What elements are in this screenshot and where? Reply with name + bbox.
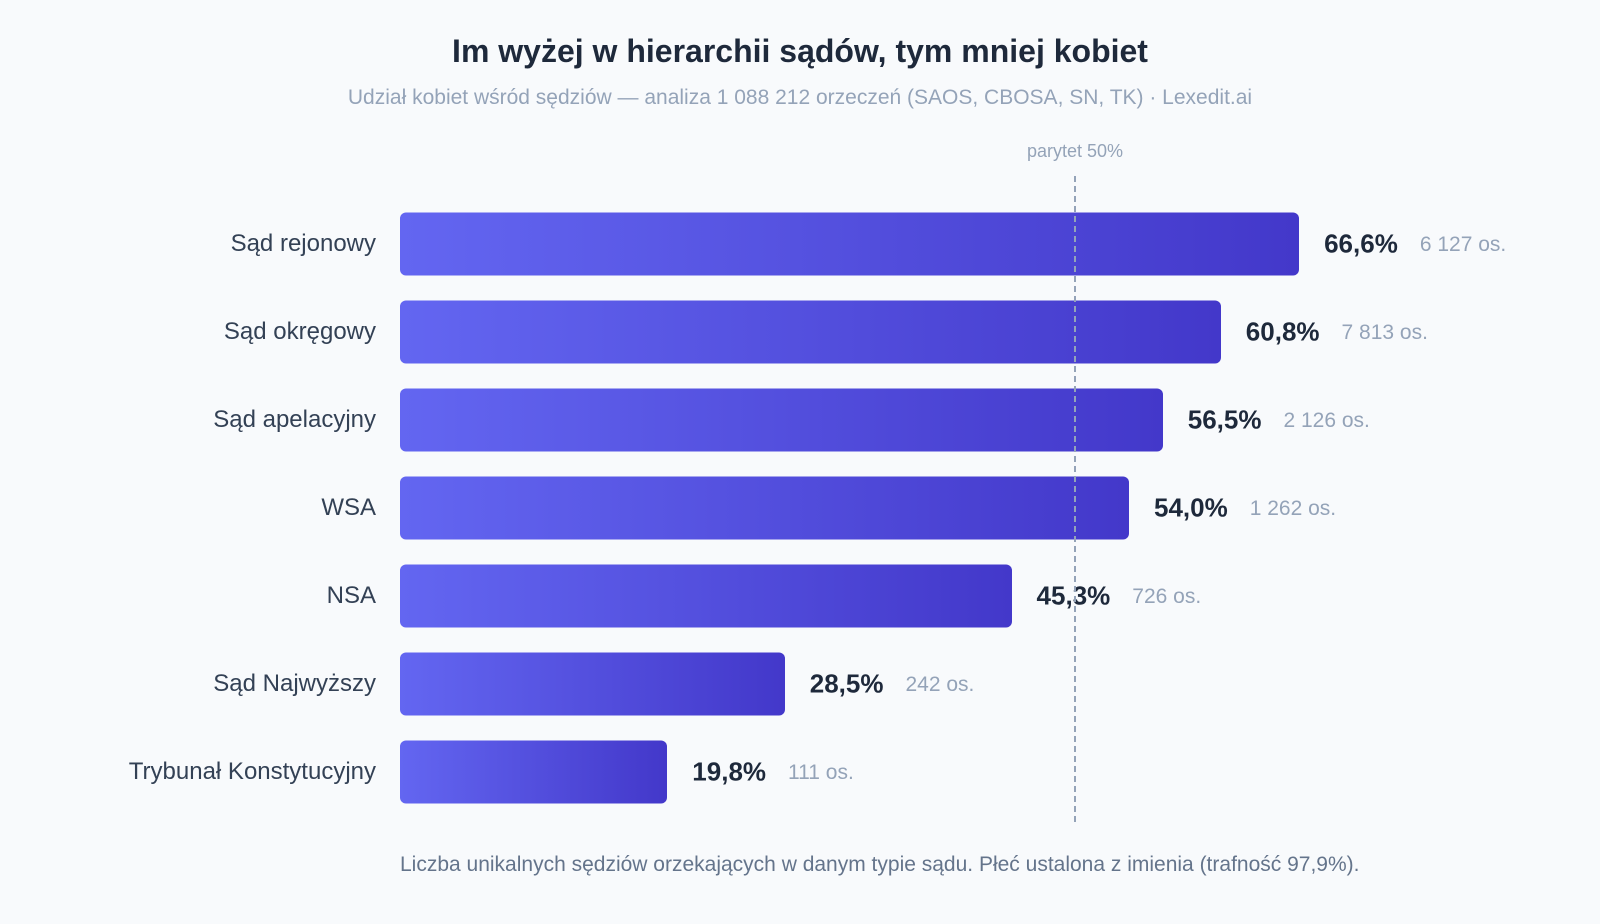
value-label: 28,5% — [809, 668, 884, 699]
bar — [400, 476, 1129, 540]
chart-title: Im wyżej w hierarchii sądów, tym mniej k… — [452, 33, 1148, 69]
value-label: 19,8% — [692, 756, 767, 787]
parity-reference-line — [1074, 176, 1076, 822]
category-label: Sąd Najwyższy — [213, 670, 376, 697]
category-label: Sąd apelacyjny — [213, 406, 376, 433]
bar — [400, 388, 1163, 452]
bar — [400, 652, 785, 716]
count-label: 7 813 os. — [1341, 321, 1428, 344]
category-label: NSA — [326, 582, 376, 609]
bar — [400, 564, 1012, 628]
category-label: Sąd okręgowy — [223, 318, 376, 345]
count-label: 111 os. — [788, 761, 854, 784]
chart-footnote: Liczba unikalnych sędziów orzekających w… — [400, 853, 1360, 876]
value-label: 56,5% — [1187, 404, 1262, 435]
chart-subtitle: Udział kobiet wśród sędziów — analiza 1 … — [347, 86, 1253, 109]
category-label: WSA — [321, 494, 376, 521]
value-label: 54,0% — [1154, 492, 1228, 523]
value-label: 45,3% — [1036, 580, 1111, 611]
category-label: Trybunał Konstytucyjny — [128, 758, 376, 785]
value-label: 66,6% — [1324, 228, 1398, 259]
bar — [400, 300, 1221, 364]
count-label: 726 os. — [1132, 585, 1202, 608]
value-label: 60,8% — [1245, 316, 1320, 347]
count-label: 1 262 os. — [1249, 497, 1337, 520]
count-label: 2 126 os. — [1283, 409, 1370, 432]
category-label: Sąd rejonowy — [230, 230, 376, 257]
count-label: 6 127 os. — [1419, 233, 1507, 256]
parity-label: parytet 50% — [1026, 141, 1124, 161]
bar — [400, 212, 1300, 276]
bar — [400, 740, 668, 804]
count-label: 242 os. — [905, 673, 975, 696]
